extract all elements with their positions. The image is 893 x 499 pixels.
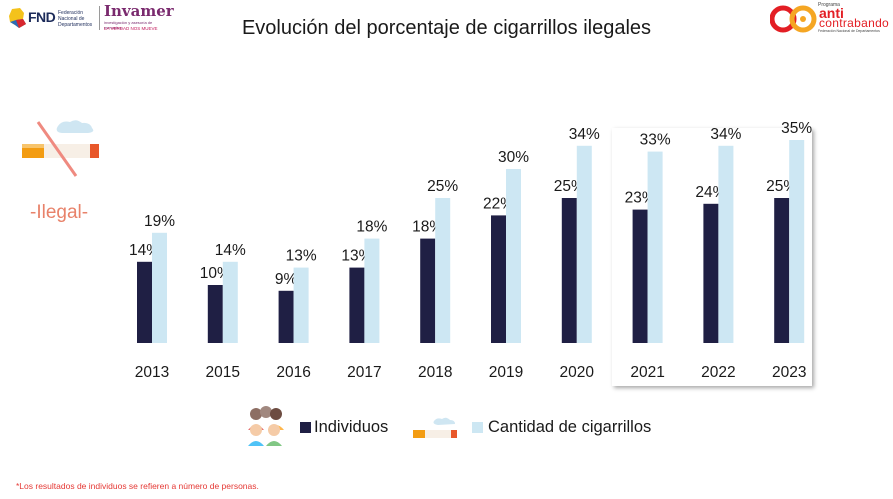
bar-individuos-2017 <box>349 267 365 343</box>
bar-cigarrillos-2020 <box>576 145 592 343</box>
illegal-cigarette-icon <box>22 120 99 177</box>
invamer-tagline: LA VERDAD NOS MUEVE <box>104 26 158 31</box>
anticontrabando-anti: anti <box>819 5 844 21</box>
bar-cigarrillos-2021 <box>647 151 663 343</box>
bar-individuos-2015 <box>207 285 223 343</box>
legend-swatch-individuos <box>300 422 311 433</box>
legend: Individuos Cantidad de cigarrillos <box>246 404 686 448</box>
bar-cigarrillos-2016 <box>293 267 309 343</box>
bar-cigarrillos-2013 <box>152 232 167 343</box>
x-tick-2018: 2018 <box>418 364 452 381</box>
x-tick-2023: 2023 <box>772 364 806 381</box>
invamer-name: Invamer <box>104 2 174 20</box>
bar-individuos-2016 <box>278 290 294 343</box>
invamer-subtitle: investigación y asesoría de mercados <box>104 20 153 30</box>
x-tick-2022: 2022 <box>701 364 735 381</box>
data-label-cigarrillos-2015: 14% <box>215 242 246 259</box>
bar-cigarrillos-2019 <box>506 169 521 343</box>
x-tick-2013: 2013 <box>135 364 169 381</box>
bar-cigarrillos-2018 <box>435 198 451 343</box>
data-label-cigarrillos-2018: 25% <box>427 178 458 195</box>
bar-individuos-2023 <box>774 198 790 343</box>
x-tick-2015: 2015 <box>206 364 240 381</box>
illegal-label: -Ilegal- <box>30 202 89 223</box>
data-label-cigarrillos-2021: 33% <box>640 132 671 149</box>
data-label-cigarrillos-2023: 35% <box>781 120 812 137</box>
data-label-cigarrillos-2019: 30% <box>498 149 529 166</box>
data-label-cigarrillos-2017: 18% <box>356 219 387 236</box>
bar-cigarrillos-2015 <box>222 261 238 343</box>
legend-label-individuos: Individuos <box>314 418 389 436</box>
fnd-logo-text: FND <box>28 9 56 25</box>
bar-cigarrillos-2022 <box>718 145 734 343</box>
x-tick-2020: 2020 <box>560 364 595 381</box>
data-label-cigarrillos-2022: 34% <box>710 126 741 143</box>
bar-individuos-2013 <box>137 261 152 343</box>
anticontrabando-mark-icon <box>770 5 817 33</box>
chart-title: Evolución del porcentaje de cigarrillos … <box>241 17 652 39</box>
bar-cigarrillos-2017 <box>364 238 380 343</box>
invamer-logo: Invamer investigación y asesoría de merc… <box>104 2 174 33</box>
fnd-logo-subtitle: Federación Nacional de Departamentos <box>58 10 93 28</box>
anticontrabando-footer: Federación Nacional de Departamentos <box>818 29 880 33</box>
anticontrabando-contrabando: contrabando <box>819 16 890 30</box>
bar-individuos-2018 <box>420 238 436 343</box>
bar-individuos-2022 <box>703 203 719 343</box>
x-tick-2021: 2021 <box>630 364 664 381</box>
cigarette-icon <box>413 417 457 438</box>
data-label-cigarrillos-2016: 13% <box>286 248 317 265</box>
people-group-icon <box>246 404 286 446</box>
data-label-individuos-2016: 9% <box>275 271 298 288</box>
fnd-logo: FND Federación Nacional de Departamentos <box>6 5 98 33</box>
anticontrabando-program-label: Programa <box>818 2 840 8</box>
bar-cigarrillos-2023 <box>789 140 805 343</box>
x-tick-2016: 2016 <box>276 364 310 381</box>
legend-swatch-cigarrillos <box>472 422 483 433</box>
anticontrabando-logo: Programa anti contrabando Federación Nac… <box>770 2 890 34</box>
bar-individuos-2019 <box>491 215 506 343</box>
x-tick-2019: 2019 <box>489 364 523 381</box>
bar-individuos-2020 <box>561 198 577 343</box>
bars-group: 14%19%201310%14%20159%13%201613%18%20171… <box>129 120 812 381</box>
bar-individuos-2021 <box>632 209 648 343</box>
footnote: *Los resultados de individuos se refiere… <box>16 481 259 491</box>
legend-label-cigarrillos: Cantidad de cigarrillos <box>488 418 652 436</box>
logo-divider <box>99 6 100 30</box>
data-label-cigarrillos-2020: 34% <box>569 126 600 143</box>
data-label-cigarrillos-2013: 19% <box>144 213 175 230</box>
x-tick-2017: 2017 <box>347 364 381 381</box>
colombia-map-icon <box>9 8 26 28</box>
